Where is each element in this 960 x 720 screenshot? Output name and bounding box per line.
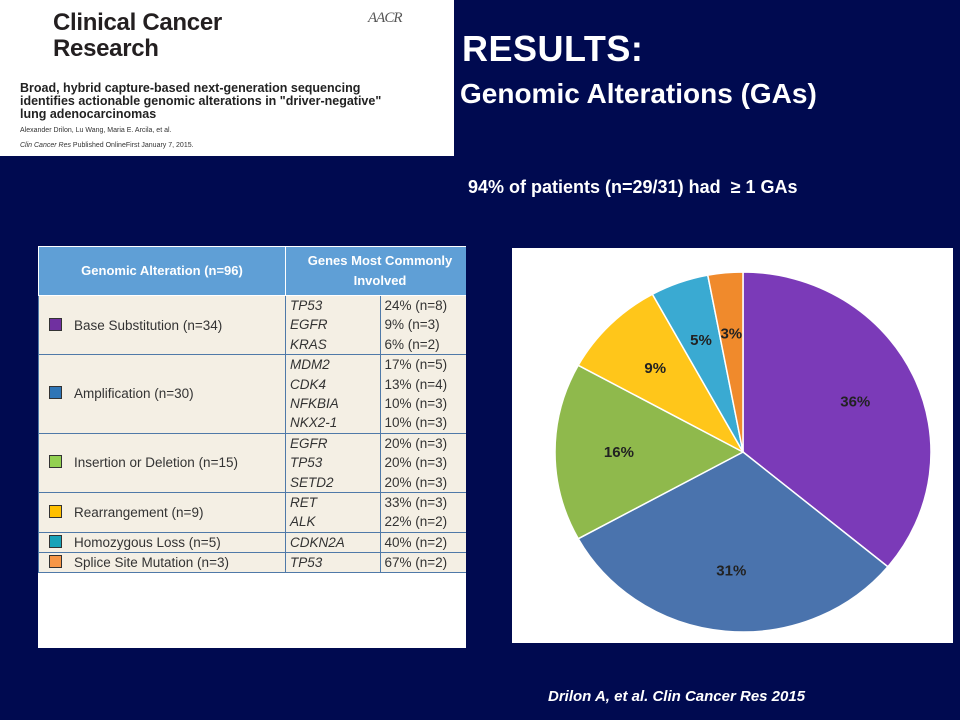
table-row: Amplification (n=30) MDM2 CDK4 NFKBIA NKX2-1… [38, 354, 466, 434]
alteration-table: Genomic Alteration (n=96) Genes Most Com… [38, 246, 466, 648]
alteration-label: Amplification (n=30) [74, 386, 194, 402]
paper-title-line2: identifies actionable genomic alteration… [20, 94, 382, 108]
gene-name: CDK4 [290, 376, 327, 392]
header-genes: Genes Most Commonly Involved [285, 246, 466, 296]
pie-slice [554, 364, 745, 540]
pie-slice [577, 293, 745, 454]
gene-name: RET [290, 494, 317, 510]
gene-percent: 67% (n=2) [384, 555, 448, 571]
pie-slice-label: 36% [840, 393, 870, 410]
pie-slice-label: 31% [716, 562, 746, 579]
slide-subheading: Genomic Alterations (GAs) [460, 78, 817, 109]
gene-percent: 10% (n=3) [384, 395, 448, 411]
gene-list: MDM2 CDK4 NFKBIA NKX2-1 [285, 354, 381, 434]
paper-published: Clin Cancer Res Published OnlineFirst Ja… [20, 142, 194, 149]
gene-percent: 13% (n=4) [384, 376, 448, 392]
pie-slice-label: 16% [604, 444, 634, 461]
header-alteration: Genomic Alteration (n=96) [38, 246, 286, 296]
gene-percent: 20% (n=3) [384, 435, 448, 451]
pie-slice-label: 5% [690, 332, 712, 349]
paper-title-line3: lung adenocarcinomas [20, 107, 157, 121]
alteration-label: Rearrangement (n=9) [74, 504, 204, 520]
legend-swatch [49, 504, 62, 518]
legend-swatch [49, 386, 62, 400]
paper-authors: Alexander Drilon, Lu Wang, Maria E. Arci… [20, 127, 172, 134]
alteration-category: Insertion or Deletion (n=15) [38, 432, 286, 493]
gene-name: TP53 [290, 455, 323, 471]
pie-chart-panel: 36% 31% 16% 9% 5% 3% [512, 248, 953, 643]
alteration-label: Homozygous Loss (n=5) [74, 534, 221, 550]
gene-name: EGFR [290, 317, 328, 333]
alteration-category: Amplification (n=30) [38, 354, 286, 434]
table-row: Base Substitution (n=34) TP53 EGFR KRAS 24% … [38, 294, 466, 356]
citation: Drilon A, et al. Clin Cancer Res 2015 [548, 688, 806, 705]
gene-name: TP53 [290, 298, 323, 313]
gene-name: KRAS [290, 336, 327, 352]
gene-percent: 40% (n=2) [384, 534, 448, 550]
journal-abbrev: Clin Cancer Res [20, 142, 71, 149]
journal-name-line2: Research [53, 35, 159, 62]
pie-chart: 36% 31% 16% 9% 5% 3% [554, 271, 932, 633]
gene-percent: 22% (n=2) [384, 514, 448, 530]
percent-list: 17% (n=5) 13% (n=4) 10% (n=3) 10% (n=3) [379, 354, 466, 434]
gene-percent: 10% (n=3) [384, 415, 448, 431]
table-row: Homozygous Loss (n=5) CDKN2A 40% (n=2) [38, 531, 466, 554]
aacr-logo: AACR [368, 10, 402, 26]
legend-swatch [49, 317, 62, 331]
pie-slice-label: 3% [720, 326, 742, 343]
gene-percent: 20% (n=3) [384, 474, 448, 490]
pie-slice [742, 271, 932, 568]
table-row: Rearrangement (n=9) RET ALK 33% (n=3) 22% (n… [38, 491, 466, 533]
alteration-label: Splice Site Mutation (n=3) [74, 555, 229, 571]
gene-percent: 33% (n=3) [384, 494, 448, 510]
alteration-label: Insertion or Deletion (n=15) [74, 455, 238, 471]
gene-list: RET ALK [285, 491, 381, 533]
alteration-table-body: Base Substitution (n=34) TP53 EGFR KRAS 24% … [38, 294, 466, 574]
gene-percent: 24% (n=8) [384, 298, 448, 313]
gene-name: NKX2-1 [290, 415, 338, 431]
pie-slice-label: 9% [644, 360, 666, 377]
gene-name: CDKN2A [290, 534, 345, 550]
table-row: Insertion or Deletion (n=15) EGFR TP53 SETD… [38, 432, 466, 493]
alteration-category: Homozygous Loss (n=5) [38, 531, 286, 554]
legend-swatch [49, 555, 62, 569]
published-date: Published OnlineFirst January 7, 2015. [72, 142, 194, 149]
patient-stat: 94% of patients (n=29/31) had ≥ 1 GAs [468, 177, 798, 197]
percent-list: 24% (n=8) 9% (n=3) 6% (n=2) [379, 294, 466, 356]
gene-name: NFKBIA [290, 395, 339, 411]
percent-list: 33% (n=3) 22% (n=2) [379, 491, 466, 533]
alteration-category: Base Substitution (n=34) [38, 294, 286, 356]
alteration-label: Base Substitution (n=34) [74, 317, 223, 333]
alteration-category: Rearrangement (n=9) [38, 491, 286, 533]
slide-heading: RESULTS: [462, 28, 644, 69]
pie-slice [577, 451, 889, 633]
alteration-table-grid: Genomic Alteration (n=96) Genes Most Com… [38, 246, 466, 574]
gene-name: MDM2 [290, 357, 330, 373]
legend-swatch [49, 534, 62, 548]
gene-list: TP53 [285, 552, 381, 574]
paper-header: Clinical Cancer Research AACR Broad, hyb… [0, 0, 454, 156]
paper-title: Broad, hybrid capture-based next-generat… [20, 82, 440, 121]
gene-percent: 20% (n=3) [384, 455, 448, 471]
gene-list: EGFR TP53 SETD2 [285, 432, 381, 493]
legend-swatch [49, 455, 62, 469]
alteration-category: Splice Site Mutation (n=3) [38, 552, 286, 574]
gene-list: CDKN2A [285, 531, 381, 554]
pie-slice [706, 271, 744, 453]
journal-name: Clinical Cancer Research [53, 10, 222, 62]
gene-name: TP53 [290, 555, 323, 571]
gene-percent: 17% (n=5) [384, 357, 448, 373]
gene-list: TP53 EGFR KRAS [285, 294, 381, 356]
gene-percent: 9% (n=3) [384, 317, 440, 333]
percent-list: 20% (n=3) 20% (n=3) 20% (n=3) [379, 432, 466, 493]
paper-title-line1: Broad, hybrid capture-based next-generat… [20, 81, 361, 95]
journal-name-line1: Clinical Cancer [53, 9, 222, 36]
percent-list: 67% (n=2) [379, 552, 466, 574]
gene-name: ALK [290, 514, 316, 530]
gene-percent: 6% (n=2) [384, 336, 440, 352]
percent-list: 40% (n=2) [379, 531, 466, 554]
table-row: Splice Site Mutation (n=3) TP53 67% (n=2) [38, 552, 466, 574]
gene-name: SETD2 [290, 474, 334, 490]
gene-name: EGFR [290, 435, 328, 451]
